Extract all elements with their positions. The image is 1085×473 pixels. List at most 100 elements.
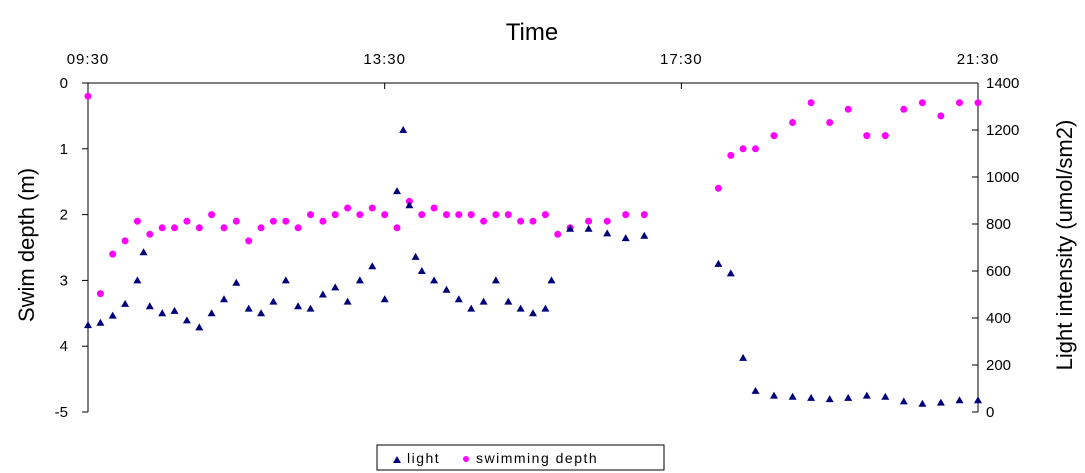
swimming-depth-point (467, 211, 475, 219)
swimming-depth-point (727, 151, 735, 159)
swimming-depth-point (956, 99, 963, 107)
light-point (417, 267, 426, 274)
swimming-depth-point (937, 112, 945, 120)
y-right-tick-label: 0 (986, 404, 994, 421)
swimming-depth-point (356, 211, 364, 219)
x-tick-label: 21:30 (957, 51, 1000, 68)
chart-title: Time (506, 19, 558, 46)
light-point (108, 311, 117, 319)
light-point (621, 234, 630, 242)
y-right-tick-label: 1400 (986, 75, 1019, 92)
swimming-depth-point (282, 217, 290, 225)
x-tick-label: 17:30 (660, 51, 703, 68)
swimming-depth-point (393, 224, 401, 232)
series-light (84, 126, 982, 407)
light-point (955, 396, 964, 404)
light-point (899, 397, 908, 405)
light-point (479, 297, 488, 305)
light-point (566, 224, 575, 232)
light-point (306, 304, 315, 312)
swimming-depth-point (881, 132, 889, 140)
light-point (504, 297, 513, 305)
swimming-depth-point (430, 204, 438, 212)
swimming-depth-point (844, 105, 852, 113)
light-point (788, 392, 797, 400)
y-left-tick-label: 2 (60, 207, 68, 224)
swimming-depth-point (554, 230, 562, 238)
swimming-depth-point (269, 217, 277, 225)
light-point (368, 262, 377, 270)
swimming-depth-point (752, 145, 759, 153)
light-point (881, 392, 890, 400)
y-right-tick-label: 400 (986, 310, 1011, 327)
y-right-ticks: 0 200 400 600 800 1000 1200 1400 (972, 75, 1019, 421)
light-point (862, 391, 871, 399)
swimming-depth-point (319, 217, 327, 225)
light-point (195, 323, 204, 331)
swimming-depth-point (344, 204, 352, 212)
swimming-depth-point (603, 217, 611, 225)
light-point (355, 276, 364, 284)
light-point (244, 304, 253, 312)
swimming-depth-point (739, 145, 747, 153)
y-right-tick-label: 1200 (986, 122, 1019, 139)
light-point (220, 295, 228, 303)
swimming-depth-point (517, 217, 525, 225)
light-point (96, 318, 105, 326)
y-right-tick-label: 200 (986, 357, 1011, 374)
swimming-depth-point (220, 224, 228, 232)
swimming-depth-point (183, 217, 191, 225)
light-point (454, 295, 463, 303)
swimming-depth-point (807, 99, 815, 107)
light-point (918, 399, 927, 407)
swimming-depth-point (529, 217, 537, 225)
light-point (807, 393, 816, 401)
light-point (491, 276, 500, 284)
swimming-depth-point (974, 99, 982, 107)
light-point (318, 290, 327, 298)
light-point (182, 316, 191, 324)
swimming-depth-point (368, 204, 376, 212)
light-point (84, 321, 92, 329)
light-point (145, 302, 154, 310)
swimming-depth-point (443, 211, 450, 219)
y-left-tick-label: -5 (55, 404, 68, 421)
swimming-depth-point (418, 211, 426, 219)
swimming-depth-point (171, 224, 178, 232)
light-point (770, 391, 778, 399)
swimming-depth-point (245, 237, 253, 245)
swimming-depth-point (640, 211, 648, 219)
swimming-depth-point (541, 211, 549, 219)
light-point (726, 269, 735, 277)
swimming-depth-point (492, 211, 500, 219)
x-tick-label: 09:30 (67, 51, 110, 68)
light-point (281, 276, 290, 284)
light-point (257, 309, 266, 317)
swimming-depth-point (480, 217, 488, 225)
swimming-depth-point (109, 250, 117, 258)
x-tick-label: 13:30 (363, 51, 406, 68)
swimming-depth-point (84, 92, 92, 100)
swimming-depth-point (307, 211, 314, 219)
light-point (133, 276, 142, 284)
y-right-tick-label: 800 (986, 216, 1011, 233)
light-point (640, 231, 649, 239)
swimming-depth-point (900, 105, 908, 113)
light-point (207, 309, 216, 317)
light-point (751, 386, 760, 394)
swimming-depth-point (381, 211, 389, 219)
plot-axes (87, 82, 979, 412)
swimming-depth-point (208, 211, 216, 219)
legend-box (376, 444, 665, 471)
light-point (547, 276, 556, 284)
swimming-depth-point (622, 211, 630, 219)
y-right-axis-label: Light intensity (umol/sm2) (1052, 120, 1077, 371)
light-point (158, 309, 167, 317)
light-point (380, 295, 389, 303)
swimming-depth-point (158, 224, 166, 232)
swimming-depth-point (770, 132, 778, 140)
swimming-depth-point (863, 132, 871, 140)
y-left-tick-label: 3 (60, 272, 68, 289)
swimming-depth-point (714, 184, 722, 192)
